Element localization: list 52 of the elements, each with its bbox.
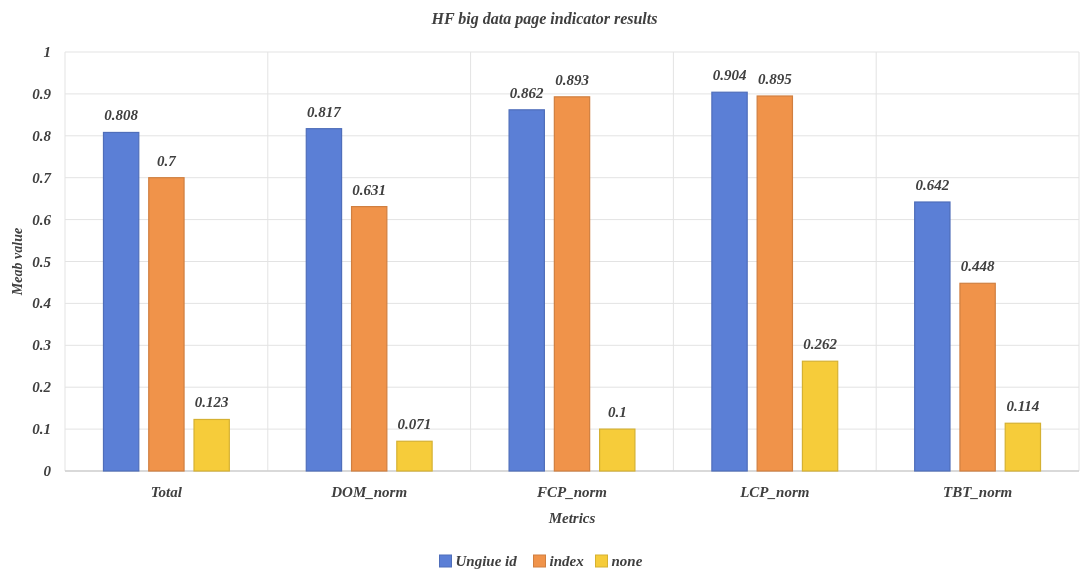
y-tick-label: 1 (43, 44, 51, 60)
bar (148, 177, 185, 472)
bar (396, 440, 433, 472)
data-label: 0.071 (397, 416, 432, 433)
data-label: 0.895 (757, 71, 793, 87)
bar (350, 206, 388, 472)
y-tick-label: 0.6 (32, 211, 52, 228)
y-tick-label: 0.5 (32, 253, 52, 270)
data-label: 0.904 (712, 67, 747, 84)
bar (305, 128, 343, 472)
bar (756, 95, 794, 472)
data-label: 0.862 (509, 84, 545, 101)
bar (914, 201, 951, 472)
bar (1004, 422, 1042, 472)
y-tick-label: 0 (43, 463, 52, 479)
bar (508, 109, 545, 472)
y-tick-label: 0.4 (32, 295, 52, 312)
x-tick-label: LCP_norm (739, 484, 810, 500)
legend-label: index (549, 553, 585, 569)
y-tick-label: 0.7 (32, 169, 52, 186)
data-label: 0.448 (960, 258, 995, 275)
bar (801, 360, 839, 472)
data-label: 0.642 (915, 177, 950, 193)
data-label: 0.114 (1006, 398, 1040, 415)
data-label: 0.631 (352, 181, 387, 198)
legend-label: Ungiue id (455, 553, 518, 569)
y-tick-label: 0.9 (32, 85, 52, 102)
data-label: 0.1 (607, 404, 627, 421)
bar (959, 282, 996, 472)
y-tick-label: 0.8 (32, 127, 52, 144)
bar (193, 418, 230, 472)
bar (102, 131, 140, 472)
x-tick-label: FCP_norm (535, 484, 608, 500)
data-label: 0.808 (104, 107, 139, 124)
x-tick-label: TBT_norm (943, 484, 1013, 500)
data-label: 0.262 (803, 336, 838, 353)
data-label: 0.893 (555, 71, 590, 88)
bar (711, 91, 748, 472)
x-axis-title: Metrics (547, 510, 596, 526)
y-tick-label: 0.2 (32, 379, 52, 396)
chart-title: HF big data page indicator results (430, 10, 658, 28)
y-axis-title: Meab value (10, 227, 25, 297)
bar (599, 428, 636, 472)
data-label: 0.7 (157, 152, 177, 169)
y-tick-label: 0.1 (32, 421, 51, 438)
y-tick-label: 0.3 (32, 337, 52, 354)
x-tick-label: Total (150, 484, 183, 500)
x-tick-label: DOM_norm (330, 484, 408, 500)
legend-label: none (611, 553, 643, 569)
bar (553, 96, 591, 472)
data-label: 0.123 (194, 394, 230, 411)
data-label: 0.817 (307, 103, 342, 120)
